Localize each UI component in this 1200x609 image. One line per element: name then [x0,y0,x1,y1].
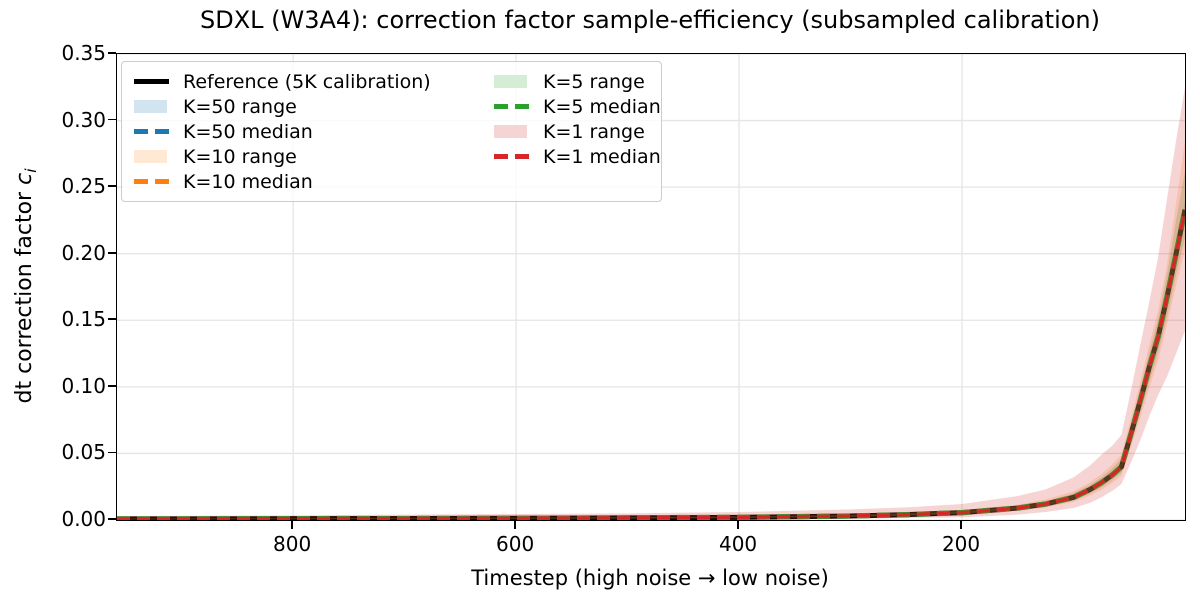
legend-swatch [494,104,529,109]
y-tick-label: 0.00 [61,507,106,531]
line-k-10-median [117,209,1185,520]
line-k-1-median [117,209,1185,520]
legend-line-icon [134,179,169,184]
legend-label: K=1 median [543,145,661,168]
chart-title: SDXL (W3A4): correction factor sample-ef… [199,6,1101,34]
line-k-5-median [117,209,1185,520]
legend-item: K=1 median [494,144,661,169]
y-tick-mark [108,384,116,387]
y-tick-label: 0.25 [61,174,106,199]
y-axis-label: dt correction factor ci [12,169,40,404]
legend-item: K=1 range [494,119,661,144]
x-tick-mark [960,520,962,529]
y-tick-mark [108,185,116,188]
y-tick-label: 0.30 [61,107,106,132]
legend-patch-icon [494,75,529,88]
y-tick-mark [108,52,116,54]
legend-swatch [134,100,167,113]
legend-swatch [494,75,527,88]
line-k-50-median [117,209,1185,520]
band-k-5-range [117,171,1185,520]
legend-swatch [134,179,169,184]
y-tick-label: 0.35 [61,41,106,65]
y-tick-mark [108,518,116,520]
band-k-50-range [117,200,1185,520]
y-tick-mark [108,251,116,254]
legend-swatch [134,79,169,84]
legend-label: K=50 range [183,95,297,118]
y-tick-mark [108,318,116,321]
y-tick-label: 0.10 [61,373,106,398]
legend-label: K=5 median [543,95,661,118]
legend-line-icon [494,154,529,159]
y-axis-label-subscript: i [22,168,41,173]
y-tick-label: 0.05 [61,440,106,465]
legend-line-icon [134,79,169,84]
legend-patch-icon [134,100,169,113]
y-tick-mark [108,451,116,454]
y-axis-label-var: c [11,172,37,185]
x-tick-mark [737,520,739,529]
legend-swatch [134,129,169,134]
y-tick-label: 0.20 [61,240,106,265]
legend-item: K=5 median [494,94,661,119]
x-tick-label: 800 [273,532,312,556]
legend-swatch [494,154,529,159]
legend-item: Reference (5K calibration) [134,69,494,94]
legend-label: K=10 median [183,170,313,193]
y-tick-mark [108,118,116,121]
x-tick-label: 600 [496,532,535,556]
legend-swatch [494,125,527,138]
x-tick-label: 400 [718,532,758,556]
legend-label: K=10 range [183,145,297,168]
legend-line-icon [134,129,169,134]
legend-label: Reference (5K calibration) [183,70,431,93]
legend-label: K=50 median [183,120,313,143]
legend-swatch [134,150,167,163]
x-axis-label: Timestep (high noise → low noise) [471,566,829,590]
y-tick-label: 0.15 [61,307,106,332]
legend-line-icon [494,104,529,109]
line-reference-5k-calibration- [117,209,1185,520]
legend-item: K=10 median [134,169,494,194]
legend-item: K=10 range [134,144,494,169]
legend: Reference (5K calibration) K=50 range K=50… [121,61,662,202]
band-k-1-range [117,87,1185,520]
legend-patch-icon [134,150,169,163]
legend-item: K=50 median [134,119,494,144]
legend-item: K=50 range [134,94,494,119]
legend-item: K=5 range [494,69,661,94]
x-tick-mark [514,520,516,529]
legend-patch-icon [494,125,529,138]
x-tick-mark [291,520,294,529]
legend-label: K=5 range [543,70,645,93]
y-axis-label-text: dt correction factor [11,184,37,404]
x-tick-label: 200 [941,532,981,556]
legend-label: K=1 range [543,120,645,143]
